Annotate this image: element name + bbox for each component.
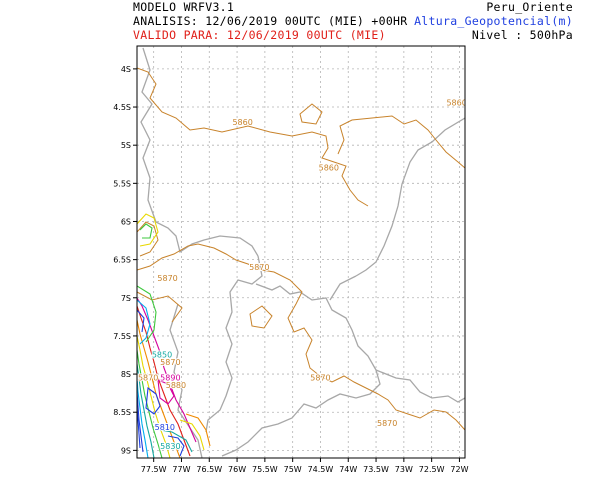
axis-ticks: 4S 4.5S 5S 5.5S 6S 6.5S 7S 7.5S 8S 8.5S 9S 77.5W 77W… <box>113 65 468 474</box>
contour-5830 <box>137 377 149 458</box>
lon-tick-label: 76.5W <box>196 465 222 474</box>
lon-tick-label: 76W <box>228 465 246 474</box>
contour-label: 5860 <box>319 164 339 173</box>
contour-upper-blue <box>137 309 145 333</box>
lon-tick-label: 74W <box>339 465 357 474</box>
contour-label: 5870 <box>249 263 269 272</box>
map-frame <box>136 45 466 459</box>
contour-5860-north <box>137 67 369 207</box>
lat-tick-label: 5.5S <box>113 179 131 188</box>
contour-5850 <box>137 349 163 458</box>
contour-label-layer: 5860586058605870587058705870587058705880… <box>137 98 466 452</box>
contour-5860-loop <box>299 103 323 125</box>
contour-label: 5870 <box>377 419 397 428</box>
contour-5860-west <box>137 335 171 458</box>
lon-tick-label: 73W <box>395 465 413 474</box>
boundary-dept-1 <box>205 255 263 433</box>
lon-tick-label: 77.5W <box>141 465 167 474</box>
contour-label: 5860 <box>446 99 466 108</box>
contour-5860-east <box>337 115 465 169</box>
boundary-north <box>140 47 157 223</box>
variable-label: Altura_Geopotencial(m) <box>414 14 573 28</box>
boundary-dept-3 <box>329 275 357 301</box>
contour-label: 5860 <box>232 118 252 127</box>
boundary-southwest <box>169 303 203 458</box>
boundary-brazil <box>375 369 465 403</box>
contour-dome-yellow <box>137 213 159 247</box>
contour-bottom-blue <box>167 435 185 457</box>
level-label: Nivel : 500hPa <box>471 28 573 42</box>
lon-tick-label: 72W <box>450 465 468 474</box>
contour-5870-b <box>137 221 159 257</box>
lat-tick-label: 7S <box>121 294 131 303</box>
contour-bottom-cyan <box>159 429 193 453</box>
lon-tick-label: 75.5W <box>252 465 278 474</box>
contour-label: 5850 <box>152 351 172 360</box>
contour-dome-green <box>139 223 153 239</box>
contour-5870-a <box>137 243 465 431</box>
contour-5820 <box>137 391 144 453</box>
contour-bottom-yellow <box>179 419 205 451</box>
lat-tick-label: 6.5S <box>113 256 131 265</box>
contour-label: 5870 <box>157 274 177 283</box>
contour-label: 5870 <box>310 373 330 382</box>
boundary-ecuador <box>155 221 259 257</box>
lon-tick-label: 72.5W <box>419 465 445 474</box>
analysis-label: ANALISIS: 12/06/2019 00UTC (MIE) +00HR <box>133 14 408 28</box>
contour-label: 5810 <box>155 423 175 432</box>
contour-label: 5870 <box>138 373 158 382</box>
contour-5890 <box>137 297 197 443</box>
map-grid <box>137 46 465 458</box>
contour-loop-magenta <box>157 379 175 405</box>
contour-5840 <box>137 363 155 458</box>
contour-upper-cyan <box>137 299 151 345</box>
valid-label: VALIDO PARA: 12/06/2019 00UTC (MIE) <box>133 28 386 42</box>
boundary-dept-2 <box>255 283 377 371</box>
contour-label: 5890 <box>160 373 180 382</box>
lon-tick-label: 73.5W <box>363 465 389 474</box>
lon-tick-label: 77W <box>172 465 190 474</box>
lat-tick-label: 4S <box>121 65 131 74</box>
model-label: MODELO WRFV3.1 <box>133 0 235 14</box>
contour-5870-west <box>137 319 181 458</box>
lat-tick-label: 6S <box>121 217 131 226</box>
contour-5860-5870 <box>137 67 465 431</box>
contour-5880 <box>137 305 191 457</box>
contour-upper-green <box>137 285 157 343</box>
contour-5870-loop <box>249 305 273 329</box>
lat-tick-label: 9S <box>121 446 131 455</box>
lat-tick-label: 4.5S <box>113 103 131 112</box>
contour-label: 5880 <box>166 381 186 390</box>
lon-tick-label: 74.5W <box>308 465 334 474</box>
lat-tick-label: 8S <box>121 370 131 379</box>
contour-label: 5830 <box>160 442 180 451</box>
lat-tick-label: 7.5S <box>113 332 131 341</box>
lat-tick-label: 8.5S <box>113 408 131 417</box>
lat-tick-label: 5S <box>121 141 131 150</box>
lon-tick-label: 75W <box>284 465 302 474</box>
contour-bottom-orange <box>185 413 211 447</box>
contour-label: 5870 <box>160 358 180 367</box>
boundary-dept-4 <box>221 369 381 457</box>
boundary-lines <box>140 47 465 458</box>
contour-loop-blue <box>145 386 161 415</box>
contour-dense-west <box>137 213 211 458</box>
contour-5870-c <box>137 291 183 323</box>
boundary-river-east <box>355 117 465 277</box>
region-label: Peru_Oriente <box>486 0 573 14</box>
